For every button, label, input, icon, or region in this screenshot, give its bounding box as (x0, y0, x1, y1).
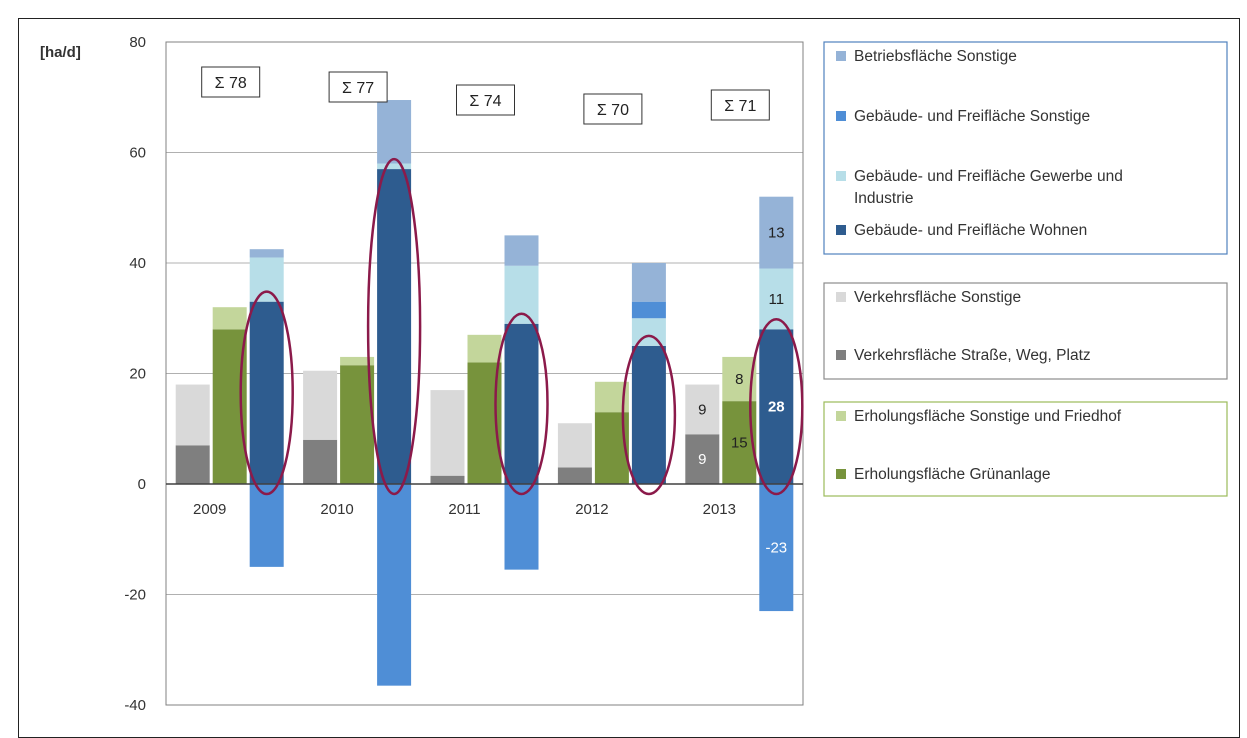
bar-betriebsflaeche-sonstige (631, 263, 666, 302)
legend-swatch-gebaeude-und-freiflaeche-sonstige (836, 111, 846, 121)
bar-gebaeude-und-freiflaeche-sonstige (504, 484, 539, 570)
x-category-label: 2010 (320, 501, 353, 518)
bar-gebaeude-und-freiflaeche-wohnen (377, 169, 412, 484)
highlight-ellipse (621, 334, 677, 496)
legend-label: Industrie (854, 190, 913, 207)
total-label: Σ 74 (469, 93, 501, 110)
bar-gebaeude-und-freiflaeche-gewerbe-und-industrie (631, 318, 666, 346)
highlight-ellipse (749, 318, 804, 496)
bar-verkehrsflaeche-sonstige (303, 370, 338, 440)
total-box (583, 93, 643, 125)
bar-verkehrsflaeche-strasse-weg-platz (557, 467, 592, 484)
bar-gebaeude-und-freiflaeche-gewerbe-und-industrie (377, 163, 412, 170)
x-category-label: 2009 (193, 501, 226, 518)
bar-erholungsflaeche-sonstige-und-friedhof (340, 356, 375, 366)
bar-verkehrsflaeche-sonstige (175, 384, 210, 446)
bar-verkehrsflaeche-strasse-weg-platz (685, 434, 720, 484)
bar-gebaeude-und-freiflaeche-sonstige (759, 484, 794, 612)
plot-area (165, 41, 804, 706)
legend-swatch-betriebsflaeche-sonstige (836, 51, 846, 61)
highlight-ellipse (366, 157, 422, 496)
legend-swatch-verkehrsflaeche-sonstige (836, 292, 846, 302)
legend-label: Verkehrsfläche Sonstige (854, 289, 1021, 306)
legend-box (823, 401, 1228, 497)
bar-gebaeude-und-freiflaeche-gewerbe-und-industrie (249, 257, 284, 302)
total-box (201, 66, 261, 98)
y-tick-label: 20 (129, 366, 146, 383)
bar-betriebsflaeche-sonstige (249, 249, 284, 258)
x-category-label: 2011 (448, 501, 480, 518)
bar-verkehrsflaeche-strasse-weg-platz (430, 475, 465, 484)
bar-erholungsflaeche-sonstige-und-friedhof (212, 307, 247, 330)
y-tick-label: 60 (129, 145, 146, 162)
total-box (456, 84, 515, 116)
bar-verkehrsflaeche-sonstige (430, 390, 465, 476)
total-box (328, 71, 388, 103)
bar-verkehrsflaeche-strasse-weg-platz (175, 445, 210, 484)
bar-gebaeude-und-freiflaeche-wohnen (759, 329, 794, 484)
bar-gebaeude-und-freiflaeche-gewerbe-und-industrie (504, 265, 539, 324)
total-label: Σ 78 (215, 75, 247, 92)
data-label: 15 (731, 435, 748, 452)
legend-label: Gebäude- und Freifläche Gewerbe und (854, 168, 1123, 185)
y-tick-label: 0 (138, 476, 146, 493)
x-category-label: 2012 (575, 501, 608, 518)
bar-gebaeude-und-freiflaeche-sonstige (249, 484, 284, 567)
y-tick-label: 80 (129, 34, 146, 51)
legend-swatch-erholungsflaeche-gruenanlage (836, 469, 846, 479)
data-label: 8 (735, 371, 743, 388)
legend-box (823, 282, 1228, 380)
bar-erholungsflaeche-sonstige-und-friedhof (467, 334, 502, 363)
data-label: 13 (768, 225, 785, 242)
legend-label: Gebäude- und Freifläche Wohnen (854, 222, 1087, 239)
bar-betriebsflaeche-sonstige (759, 196, 794, 269)
stacked-bar-chart: 80 60 40 20 0 -20 -40 [ha/d] 2009 2010 2011 2012 201… (40, 34, 1228, 714)
legend-label: Erholungsfläche Sonstige und Friedhof (854, 408, 1122, 425)
highlight-ellipse (239, 290, 294, 496)
legend-swatch-verkehrsflaeche-strasse-weg-platz (836, 350, 846, 360)
y-tick-label: -20 (124, 587, 146, 604)
legend-label: Gebäude- und Freifläche Sonstige (854, 108, 1090, 125)
legend-label: Verkehrsfläche Straße, Weg, Platz (854, 347, 1091, 364)
bar-verkehrsflaeche-strasse-weg-platz (303, 439, 338, 484)
total-box (710, 89, 770, 121)
data-label: 28 (768, 399, 785, 416)
y-tick-label: -40 (124, 697, 146, 714)
legend-box (823, 41, 1228, 255)
legend-label: Betriebsfläche Sonstige (854, 48, 1017, 65)
bar-verkehrsflaeche-sonstige (557, 423, 592, 468)
bar-betriebsflaeche-sonstige (377, 100, 412, 164)
legend-swatch-erholungsflaeche-sonstige-und-friedhof (836, 411, 846, 421)
x-category-label: 2013 (703, 501, 736, 518)
data-label: -23 (765, 540, 787, 557)
total-label: Σ 77 (342, 80, 374, 97)
y-axis-label: [ha/d] (40, 44, 81, 61)
bar-gebaeude-und-freiflaeche-sonstige (377, 484, 412, 686)
bar-gebaeude-und-freiflaeche-wohnen (504, 323, 539, 484)
total-label: Σ 71 (724, 98, 756, 115)
bar-gebaeude-und-freiflaeche-sonstige (631, 301, 666, 319)
legend-label: Erholungsfläche Grünanlage (854, 466, 1050, 483)
total-label: Σ 70 (597, 102, 629, 119)
legend-swatch-gebaeude-und-freiflaeche-wohnen (836, 225, 846, 235)
highlight-ellipse (494, 312, 549, 496)
data-label: 11 (769, 291, 785, 308)
bar-gebaeude-und-freiflaeche-wohnen (249, 301, 284, 484)
data-label: 9 (698, 451, 706, 468)
bar-betriebsflaeche-sonstige (504, 235, 539, 266)
bar-gebaeude-und-freiflaeche-wohnen (631, 345, 666, 484)
bar-verkehrsflaeche-sonstige (685, 384, 720, 435)
y-tick-label: 40 (129, 255, 146, 272)
data-label: 9 (698, 401, 706, 418)
legend-swatch-gebaeude-und-freiflaeche-gewerbe-und-industrie (836, 171, 846, 181)
